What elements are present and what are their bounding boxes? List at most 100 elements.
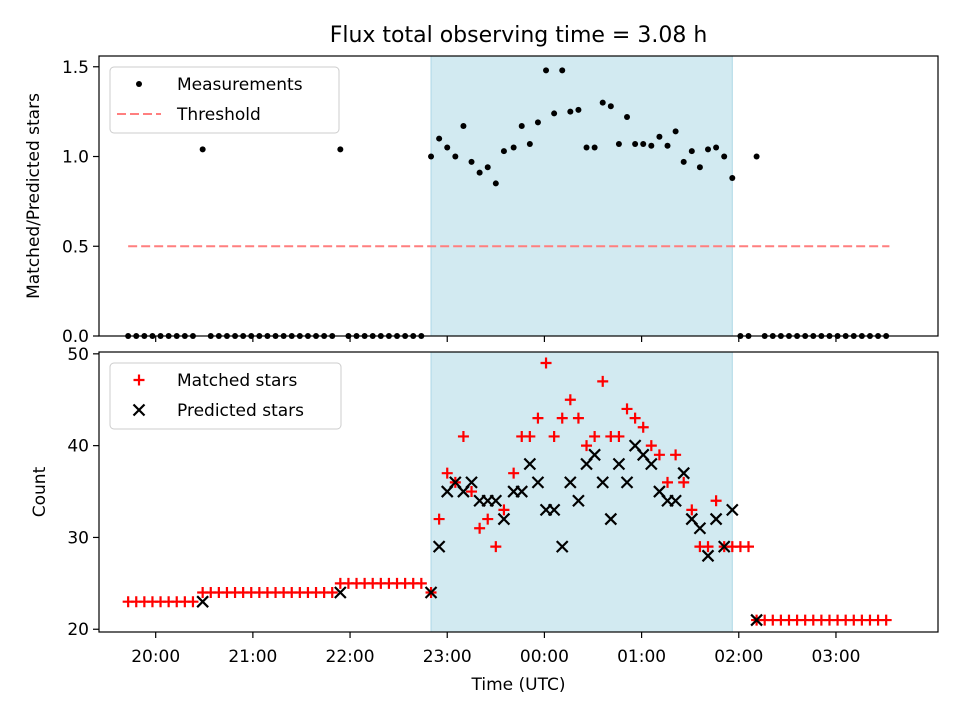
measurement-point (599, 99, 606, 106)
predicted-star-point (588, 448, 601, 462)
measurement-point (476, 169, 483, 176)
matched-star-point (490, 541, 502, 553)
measurement-point (615, 140, 622, 147)
measurement-point (648, 142, 655, 149)
predicted-star-point (547, 503, 561, 517)
matched-star-point (457, 430, 469, 442)
measurement-point (468, 158, 475, 165)
measurement-point (534, 119, 541, 126)
measurement-point (199, 146, 206, 153)
measurement-point (444, 144, 451, 151)
predicted-star-point (596, 476, 610, 489)
predicted-star-point (726, 503, 739, 517)
measurement-point (672, 128, 679, 135)
matched-star-point (629, 412, 641, 424)
legend-marker-plus (133, 374, 145, 386)
x-tick-label: 03:00 (811, 647, 860, 667)
measurement-point (337, 146, 344, 153)
measurement-point (500, 148, 507, 155)
series-matched-stars (122, 357, 892, 626)
measurement-point (567, 108, 574, 115)
legend-marker-x (132, 403, 146, 417)
predicted-star-point (432, 540, 446, 553)
measurement-point (656, 133, 663, 140)
matched-star-point (581, 440, 593, 452)
y-tick-label: 1.5 (62, 58, 89, 78)
measurement-point (559, 67, 566, 74)
y-tick-label: 30 (67, 528, 89, 548)
matched-star-point (686, 504, 698, 516)
matched-star-point (441, 467, 453, 479)
observing-window-span (430, 351, 733, 633)
ratio-panel: 0.0 0.5 1.0 1.5 Matched/Predicted stars Measu… (24, 55, 939, 347)
measurement-point (705, 146, 712, 153)
x-tick-label: 01:00 (617, 647, 666, 667)
matched-star-point (524, 430, 536, 442)
matched-star-point (702, 541, 714, 553)
measurement-point (428, 153, 435, 160)
predicted-star-point (489, 494, 503, 507)
measurement-point (484, 164, 491, 171)
measurement-point (460, 123, 467, 129)
matched-star-point (187, 596, 199, 608)
measurement-point (607, 103, 614, 110)
legend-label: Threshold (176, 105, 261, 125)
y-tick-label: 20 (67, 620, 89, 640)
legend-label: Matched stars (177, 371, 297, 391)
predicted-star-point (523, 457, 537, 471)
measurement-point (753, 153, 760, 160)
predicted-star-point (612, 457, 626, 471)
y-tick-label: 50 (67, 345, 89, 365)
y-axis-label: Matched/Predicted stars (24, 93, 44, 299)
measurement-point (452, 153, 459, 160)
measurement-point (632, 140, 639, 147)
predicted-star-point (564, 476, 577, 489)
matched-star-point (466, 486, 478, 498)
chart-title: Flux total observing time = 3.08 h (330, 23, 708, 48)
predicted-star-point (693, 521, 707, 535)
predicted-star-point (717, 540, 731, 553)
measurement-point (688, 148, 695, 155)
y-axis-label: Count (30, 466, 50, 517)
matched-star-point (548, 430, 560, 442)
legend-label: Measurements (177, 75, 303, 95)
matched-star-point (742, 541, 754, 553)
predicted-star-point (709, 512, 723, 526)
predicted-star-point (196, 595, 209, 608)
predicted-star-point (424, 586, 438, 599)
predicted-star-point (334, 586, 347, 599)
x-tick-label: 20:00 (131, 647, 180, 667)
series-predicted-stars (196, 439, 763, 627)
measurement-point (721, 153, 728, 160)
matched-star-point (415, 577, 427, 589)
x-tick-label: 02:00 (714, 647, 763, 667)
matched-star-point (564, 394, 576, 406)
matched-star-point (710, 495, 722, 507)
count-panel: 20 30 40 50 20:00 21:00 22:00 23:00 00:00 01:00 02… (30, 345, 939, 695)
measurement-point (713, 144, 720, 151)
legend-box (109, 362, 342, 430)
matched-star-point (556, 412, 568, 424)
measurement-point (664, 142, 671, 149)
series-measurements (125, 67, 890, 339)
y-tick-label: 40 (67, 437, 89, 457)
measurement-point (436, 135, 443, 142)
measurement-point (510, 144, 517, 151)
measurement-point (696, 164, 703, 171)
legend: Measurements Threshold (109, 66, 340, 134)
matched-star-point (498, 504, 510, 516)
matched-star-point (880, 614, 892, 626)
matched-star-point (662, 476, 674, 488)
predicted-star-point (465, 476, 478, 489)
measurement-point (591, 144, 598, 151)
matched-star-point (678, 476, 690, 488)
plot-frame (98, 351, 939, 633)
x-tick-label: 23:00 (423, 647, 472, 667)
predicted-star-point (677, 466, 690, 480)
matched-star-point (572, 412, 584, 424)
predicted-star-point (669, 494, 682, 507)
legend-label: Predicted stars (177, 401, 304, 421)
matched-star-point (597, 375, 609, 387)
measurement-point (680, 158, 687, 165)
